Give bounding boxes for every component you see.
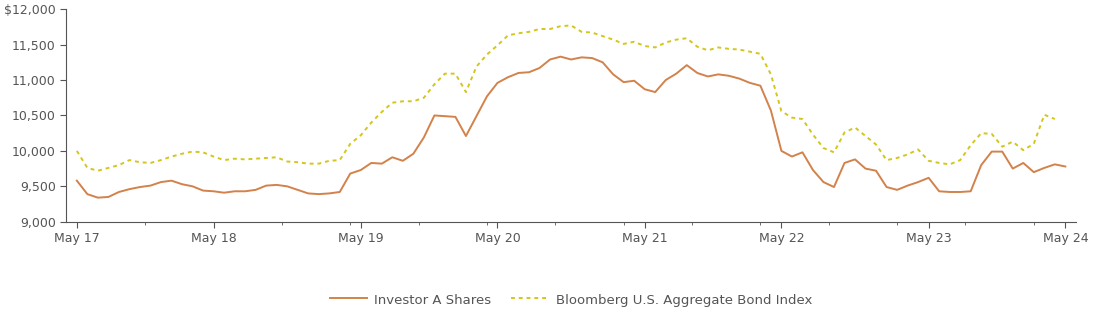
Bloomberg U.S. Aggregate Bond Index [565,24,578,27]
Bloomberg U.S. Aggregate Bond Index [459,90,473,94]
Bloomberg U.S. Aggregate Bond Index [491,43,504,47]
Investor A Shares [123,187,136,191]
Investor A Shares [70,179,83,182]
Investor A Shares [91,196,104,199]
Investor A Shares [765,109,778,112]
Investor A Shares [817,180,830,184]
Bloomberg U.S. Aggregate Bond Index [91,169,104,173]
Bloomberg U.S. Aggregate Bond Index [249,157,263,161]
Bloomberg U.S. Aggregate Bond Index [827,150,840,154]
Line: Bloomberg U.S. Aggregate Bond Index: Bloomberg U.S. Aggregate Bond Index [77,26,1055,171]
Bloomberg U.S. Aggregate Bond Index [334,158,347,162]
Investor A Shares [554,55,567,59]
Investor A Shares [1059,164,1072,168]
Legend: Investor A Shares, Bloomberg U.S. Aggregate Bond Index: Investor A Shares, Bloomberg U.S. Aggreg… [324,288,818,312]
Line: Investor A Shares: Investor A Shares [77,57,1066,198]
Investor A Shares [827,185,840,189]
Bloomberg U.S. Aggregate Bond Index [1048,117,1061,121]
Bloomberg U.S. Aggregate Bond Index [70,149,83,153]
Bloomberg U.S. Aggregate Bond Index [680,36,694,40]
Investor A Shares [259,184,272,188]
Investor A Shares [785,155,799,159]
